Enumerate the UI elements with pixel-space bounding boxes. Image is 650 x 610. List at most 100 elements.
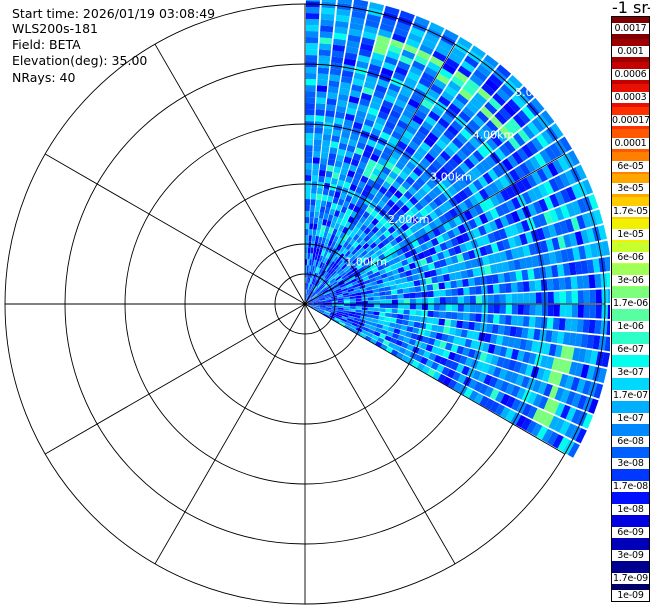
range-gate-cell: [325, 273, 331, 280]
range-gate-cell: [423, 136, 435, 148]
range-gate-cell: [580, 229, 590, 244]
colorbar-tick-label: 1e-07: [612, 412, 649, 424]
range-gate-cell: [368, 249, 376, 257]
range-gate-cell: [352, 152, 362, 161]
range-gate-cell: [320, 151, 329, 159]
range-gate-cell: [352, 78, 365, 87]
range-gate-cell: [405, 38, 421, 49]
range-gate-cell: [415, 310, 422, 316]
range-gate-cell: [481, 363, 491, 374]
range-gate-cell: [464, 338, 473, 348]
range-gate-cell: [441, 178, 452, 189]
range-gate-cell: [347, 315, 355, 320]
range-gate-cell: [335, 258, 341, 265]
range-gate-cell: [494, 111, 508, 125]
range-gate-cell: [469, 73, 484, 87]
range-gate-cell: [364, 118, 375, 128]
range-gate-cell: [533, 328, 541, 341]
range-gate-cell: [444, 257, 453, 266]
range-gate-cell: [336, 294, 344, 297]
range-gate-cell: [327, 92, 338, 100]
range-gate-cell: [391, 268, 400, 275]
range-gate-cell: [580, 364, 590, 379]
range-gate-cell: [329, 208, 336, 216]
range-gate-cell: [327, 158, 336, 166]
range-gate-cell: [356, 60, 369, 70]
range-gate-cell: [549, 143, 562, 158]
range-gate-cell: [450, 255, 459, 264]
range-gate-cell: [318, 169, 326, 177]
range-gate-cell: [448, 379, 458, 389]
range-gate-cell: [324, 294, 331, 298]
range-gate-cell: [452, 137, 464, 149]
range-gate-cell: [311, 294, 317, 299]
ppi-data-sector: [305, 0, 610, 458]
range-gate-cell: [355, 301, 362, 304]
range-gate-cell: [334, 209, 341, 218]
range-gate-cell: [355, 298, 362, 302]
range-gate-cell: [375, 341, 383, 348]
range-gate-cell: [564, 170, 576, 185]
range-gate-cell: [336, 312, 343, 316]
range-gate-cell: [397, 185, 407, 195]
range-gate-cell: [414, 245, 423, 254]
range-gate-cell: [316, 91, 327, 99]
range-gate-cell: [312, 294, 318, 299]
range-gate-cell: [345, 150, 354, 159]
range-gate-cell: [455, 93, 469, 106]
range-gate-cell: [349, 298, 356, 302]
range-gate-cell: [405, 200, 414, 210]
range-gate-cell: [436, 348, 445, 357]
range-gate-cell: [382, 61, 396, 72]
range-gate-cell: [415, 292, 422, 298]
range-gate-cell: [386, 199, 395, 208]
range-gate-cell: [341, 263, 348, 270]
range-gate-cell: [365, 206, 374, 214]
range-gate-cell: [457, 65, 472, 78]
range-gate-cell: [505, 396, 516, 409]
range-gate-cell: [336, 8, 351, 17]
range-gate-cell: [340, 219, 347, 227]
range-gate-cell: [395, 339, 403, 347]
range-gate-cell: [435, 155, 447, 166]
range-gate-cell: [451, 47, 466, 60]
range-gate-cell: [511, 293, 518, 304]
range-gate-cell: [564, 276, 572, 290]
range-gate-cell: [536, 367, 546, 381]
range-gate-cell: [409, 119, 421, 131]
range-gate-cell: [365, 256, 373, 263]
range-gate-cell: [422, 264, 430, 272]
range-gate-cell: [476, 64, 492, 78]
range-gate-cell: [332, 172, 340, 180]
range-gate-cell: [308, 283, 311, 290]
range-gate-cell: [388, 259, 396, 266]
range-gate-cell: [370, 338, 378, 345]
range-gate-cell: [379, 23, 395, 33]
range-gate-cell: [408, 140, 420, 151]
range-gate-cell: [531, 171, 543, 185]
range-gate-cell: [319, 305, 326, 308]
range-gate-cell: [536, 168, 548, 183]
range-gate-cell: [344, 250, 351, 258]
range-gate-cell: [307, 289, 311, 296]
range-gate-cell: [337, 179, 345, 187]
range-ring-label: 5.00km: [515, 86, 557, 99]
range-gate-cell: [487, 304, 494, 314]
range-gate-cell: [513, 361, 523, 373]
range-gate-cell: [318, 283, 323, 289]
range-gate-cell: [492, 230, 502, 242]
range-gate-cell: [366, 332, 374, 338]
range-gate-cell: [559, 136, 573, 152]
range-gate-cell: [320, 286, 326, 291]
range-gate-cell: [345, 175, 353, 184]
range-gate-cell: [384, 266, 392, 273]
range-gate-cell: [348, 291, 355, 295]
range-gate-cell: [350, 158, 360, 167]
range-gate-cell: [406, 326, 414, 333]
range-gate-cell: [376, 279, 384, 285]
range-gate-cell: [437, 224, 447, 235]
range-gate-cell: [311, 293, 317, 298]
range-gate-cell: [521, 144, 534, 158]
range-gate-cell: [433, 217, 443, 228]
range-gate-cell: [358, 48, 372, 58]
